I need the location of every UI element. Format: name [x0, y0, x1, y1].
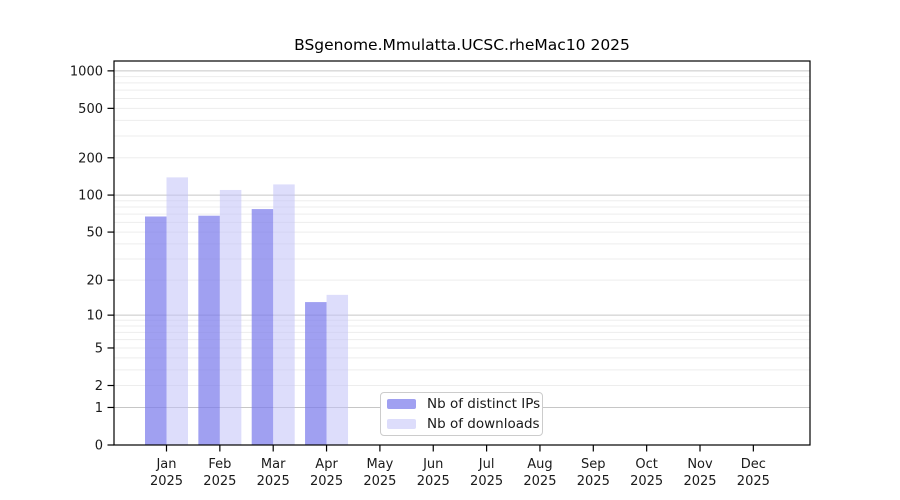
- legend-label-distinct-ips: Nb of distinct IPs: [427, 396, 541, 412]
- x-tick-label-month: Oct: [635, 457, 657, 472]
- bar-distinct-ips-jan: [145, 216, 167, 445]
- x-tick-label-year: 2025: [150, 474, 183, 489]
- legend-swatch-distinct-ips: [387, 399, 416, 409]
- x-tick-label-month: May: [366, 457, 393, 472]
- x-axis: Jan 2025 Feb 2025 Mar 2025 Apr 2025 May 2025 Jun 20…: [150, 445, 770, 489]
- x-tick-label-year: 2025: [683, 474, 716, 489]
- y-tick-label: 10: [86, 309, 103, 324]
- y-axis: 0 1 2 5 10 20 50 100 200 500 1000: [70, 64, 114, 454]
- x-tick-label-month: Aug: [527, 457, 552, 472]
- bar-downloads-apr: [326, 294, 349, 445]
- y-tick-label: 1: [95, 401, 103, 416]
- x-tick-label-year: 2025: [523, 474, 556, 489]
- legend: Nb of distinct IPs Nb of downloads: [380, 392, 543, 436]
- y-tick-label: 100: [78, 189, 103, 204]
- x-tick-label-year: 2025: [310, 474, 343, 489]
- y-tick-label: 50: [86, 226, 103, 241]
- plot-border: [113, 60, 811, 446]
- y-tick-label: 0: [95, 439, 103, 454]
- y-tick-label: 20: [86, 274, 103, 289]
- x-tick-label-year: 2025: [630, 474, 663, 489]
- bar-distinct-ips-feb: [198, 215, 220, 445]
- bar-downloads-mar: [273, 184, 295, 445]
- x-tick-label-year: 2025: [417, 474, 450, 489]
- y-tick-label: 1000: [70, 64, 103, 79]
- y-tick-label: 5: [95, 341, 103, 356]
- x-tick-label-year: 2025: [363, 474, 396, 489]
- x-tick-label-year: 2025: [257, 474, 290, 489]
- bar-distinct-ips-apr: [305, 302, 327, 445]
- x-tick-label-month: Sep: [581, 457, 606, 472]
- legend-swatch-downloads: [387, 419, 416, 429]
- legend-item-distinct-ips: Nb of distinct IPs: [387, 396, 540, 412]
- chart-title: BSgenome.Mmulatta.UCSC.rheMac10 2025: [294, 36, 630, 54]
- x-tick-label-year: 2025: [737, 474, 770, 489]
- x-tick-label-month: Feb: [208, 457, 231, 472]
- y-tick-label: 500: [78, 102, 103, 117]
- x-tick-label-month: Mar: [261, 457, 286, 472]
- x-tick-label-month: Jun: [422, 457, 443, 472]
- legend-item-downloads: Nb of downloads: [387, 416, 540, 432]
- x-tick-label-month: Jul: [478, 457, 495, 472]
- x-tick-label-year: 2025: [577, 474, 610, 489]
- x-tick-label-month: Apr: [315, 457, 338, 472]
- bar-downloads-feb: [219, 189, 242, 445]
- x-tick-label-month: Jan: [155, 457, 176, 472]
- y-tick-label: 200: [78, 151, 103, 166]
- y-tick-label: 2: [95, 379, 103, 394]
- bar-downloads-jan: [166, 177, 188, 445]
- bars: [145, 177, 349, 445]
- x-tick-label-year: 2025: [470, 474, 503, 489]
- legend-label-downloads: Nb of downloads: [427, 416, 540, 432]
- x-tick-label-month: Nov: [687, 457, 713, 472]
- x-tick-label-month: Dec: [741, 457, 766, 472]
- x-tick-label-year: 2025: [203, 474, 236, 489]
- bar-distinct-ips-mar: [251, 209, 274, 445]
